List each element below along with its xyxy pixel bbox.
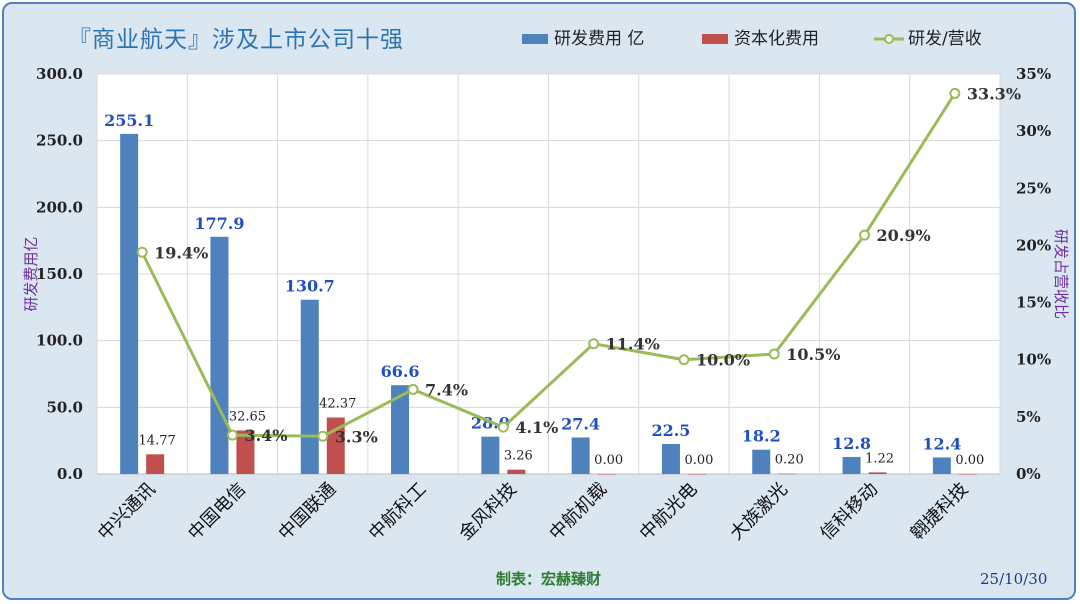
bar-cap [868,472,887,474]
ratio-point [588,338,600,350]
bar-cap [146,454,165,474]
bar-rd-label: 27.4 [561,414,600,433]
bar-rd-label: 255.1 [104,111,154,130]
y-right-tick-label: 30% [1016,122,1051,140]
bar-cap-label: 0.20 [775,453,804,468]
ratio-point-label: 10.0% [696,351,750,370]
ratio-point-label: 7.4% [425,380,468,399]
bar-rd-label: 177.9 [194,214,244,233]
y-left-tick-label: 250.0 [36,132,83,150]
chart-title: 『商业航天』涉及上市公司十强 [68,27,404,53]
bar-rd [571,437,590,474]
x-tick-label: 中航光电 [636,479,702,545]
legend-item-rd: 研发费用 亿 [522,24,644,49]
bar-rd-label: 22.5 [651,421,690,440]
chart-date: 25/10/30 [980,570,1048,588]
legend-label-cap: 资本化费用 [734,29,819,49]
y-left-tick-label: 50.0 [46,398,83,416]
ratio-point [136,246,148,258]
bar-rd [752,449,771,474]
ratio-point [949,87,961,99]
x-tick-label: 翱捷科技 [907,479,973,545]
bar-cap-label: 0.00 [955,453,984,468]
ratio-point [678,354,690,366]
ratio-point [226,429,238,441]
ratio-point [859,229,871,241]
x-tick-label: 中航科工 [365,479,431,545]
y-left-tick-label: 100.0 [36,332,83,350]
bar-cap-label: 32.65 [229,409,266,424]
x-tick-label: 中国电信 [184,479,250,545]
x-tick-label: 中国联通 [275,479,341,545]
bar-rd [932,457,951,474]
bar-cap-label: 3.26 [504,449,533,464]
x-tick-label: 中兴通讯 [94,479,160,545]
bar-rd-label: 18.2 [742,427,781,446]
ratio-point [768,348,780,360]
y-left-tick-label: 200.0 [36,198,83,216]
bar-cap-label: 0.00 [684,453,713,468]
bar-cap [507,469,526,474]
y-right-tick-label: 0% [1016,465,1041,483]
ratio-point-label: 11.4% [606,335,660,354]
y-right-axis-label: 研发占营收比 [1052,229,1070,319]
bar-rd-label: 12.8 [832,434,871,453]
legend-swatch-rd [522,34,548,44]
bar-cap-label: 42.37 [319,397,356,412]
ratio-point-label: 4.1% [515,418,558,437]
ratio-point-label: 19.4% [154,243,208,262]
y-right-tick-label: 25% [1016,179,1051,197]
y-left-axis-label: 研发费用亿 [22,236,40,311]
ratio-point-label: 10.5% [786,345,840,364]
legend-label-ratio: 研发/营收 [908,29,982,49]
bar-cap-label: 14.77 [139,433,176,448]
y-right-tick-label: 20% [1016,236,1051,254]
x-tick-label: 大族激光 [726,479,792,545]
y-right-tick-label: 5% [1016,408,1041,426]
legend-label-rd: 研发费用 亿 [554,29,645,49]
y-left-tick-label: 150.0 [36,265,83,283]
bar-cap-label: 1.22 [865,451,894,466]
bar-cap-label: 0.00 [594,453,623,468]
bar-cap [597,474,616,475]
bar-cap [958,474,977,475]
x-tick-label: 金风科技 [455,479,521,545]
ratio-point [317,430,329,442]
y-right-tick-label: 15% [1016,294,1051,312]
y-right-tick-label: 10% [1016,351,1051,369]
bar-rd [300,299,319,474]
legend-swatch-ratio [874,34,904,44]
bar-rd-label: 12.4 [922,434,961,453]
ratio-point-label: 3.4% [244,426,287,445]
x-tick-label: 中航机载 [545,479,611,545]
legend-swatch-cap [702,34,728,44]
bar-rd-label: 130.7 [285,277,335,296]
ratio-point-label: 3.3% [335,427,378,446]
bar-cap [236,430,255,474]
bar-rd [661,444,680,474]
bar-rd [210,236,229,474]
legend-item-cap: 资本化费用 [702,24,819,49]
ratio-point-label: 33.3% [967,84,1021,103]
ratio-line [140,92,957,438]
y-right-tick-label: 35% [1016,65,1051,83]
bar-rd [391,385,410,474]
bar-rd-label: 66.6 [381,362,420,381]
bar-rd [481,436,500,474]
y-left-tick-label: 300.0 [36,65,83,83]
chart-credit: 制表：宏赫臻财 [496,570,602,588]
bar-rd [120,133,139,474]
bar-cap [687,474,706,475]
chart-plot: 0.0 50.0 100.0 150.0 200.0 250.0 300.0 0% 5% 10% 1… [22,65,1070,545]
bar-cap [778,473,797,475]
legend-item-ratio: 研发/营收 [874,24,982,49]
x-tick-label: 信科移动 [816,479,882,545]
y-left-tick-label: 0.0 [57,465,83,483]
bar-rd [842,456,861,474]
ratio-point [407,383,419,395]
ratio-point-label: 20.9% [877,226,931,245]
ratio-point [497,421,509,433]
